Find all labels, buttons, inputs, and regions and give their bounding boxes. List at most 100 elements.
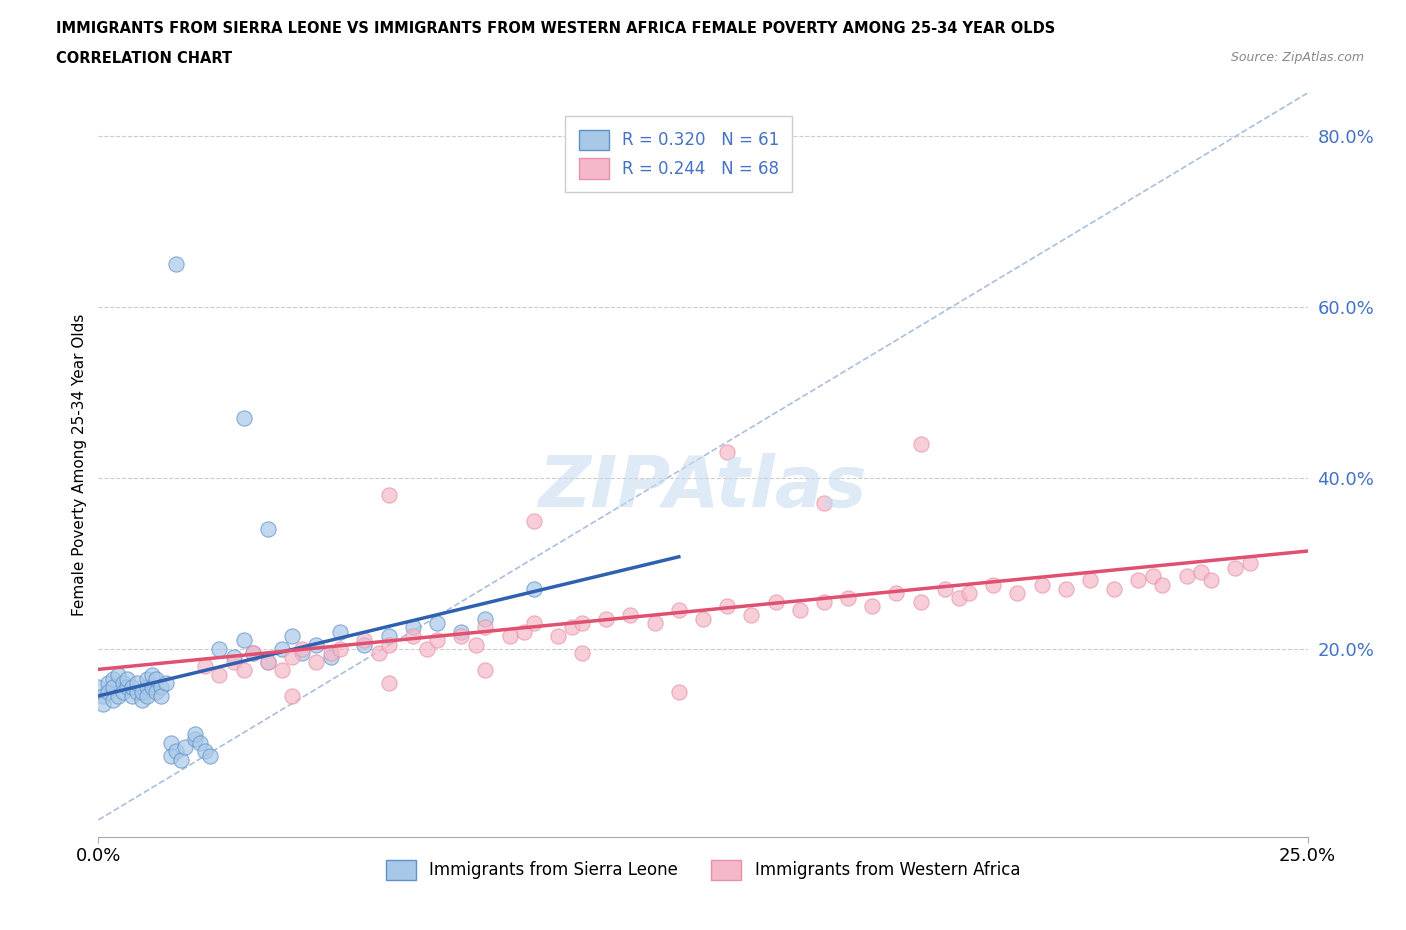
Point	[91, 688, 114, 703]
Point	[165, 257, 187, 272]
Point	[377, 675, 399, 690]
Point	[222, 654, 245, 669]
Point	[910, 436, 932, 451]
Point	[135, 680, 157, 695]
Point	[668, 684, 690, 699]
Point	[97, 684, 120, 699]
Point	[184, 727, 207, 742]
Point	[101, 693, 124, 708]
Point	[692, 612, 714, 627]
Point	[377, 629, 399, 644]
Point	[194, 658, 217, 673]
Point	[464, 637, 486, 652]
Point	[131, 693, 153, 708]
Point	[1102, 581, 1125, 596]
Point	[837, 591, 859, 605]
Point	[141, 667, 163, 682]
Point	[160, 749, 183, 764]
Text: IMMIGRANTS FROM SIERRA LEONE VS IMMIGRANTS FROM WESTERN AFRICA FEMALE POVERTY AM: IMMIGRANTS FROM SIERRA LEONE VS IMMIGRAN…	[56, 21, 1056, 36]
Point	[813, 496, 835, 511]
Point	[101, 680, 124, 695]
Point	[97, 675, 120, 690]
Point	[135, 688, 157, 703]
Point	[377, 487, 399, 502]
Point	[513, 624, 536, 639]
Point	[101, 671, 124, 686]
Point	[135, 671, 157, 686]
Point	[474, 612, 496, 627]
Point	[561, 620, 583, 635]
Point	[155, 675, 177, 690]
Point	[184, 731, 207, 746]
Point	[188, 736, 211, 751]
Point	[644, 616, 666, 631]
Point	[131, 684, 153, 699]
Point	[169, 752, 191, 767]
Point	[981, 578, 1004, 592]
Point	[368, 645, 391, 660]
Point	[271, 663, 294, 678]
Point	[1054, 581, 1077, 596]
Point	[91, 697, 114, 711]
Point	[450, 624, 472, 639]
Point	[1152, 578, 1174, 592]
Point	[290, 642, 312, 657]
Point	[1189, 565, 1212, 579]
Point	[1031, 578, 1053, 592]
Point	[474, 663, 496, 678]
Point	[934, 581, 956, 596]
Point	[523, 581, 546, 596]
Point	[860, 599, 883, 614]
Point	[571, 645, 593, 660]
Point	[498, 629, 520, 644]
Point	[198, 749, 221, 764]
Point	[121, 688, 143, 703]
Point	[523, 513, 546, 528]
Point	[416, 642, 439, 657]
Point	[281, 688, 304, 703]
Text: ZIPAtlas: ZIPAtlas	[538, 453, 868, 522]
Point	[150, 680, 173, 695]
Point	[1199, 573, 1222, 588]
Point	[208, 667, 231, 682]
Point	[402, 629, 425, 644]
Point	[547, 629, 569, 644]
Point	[281, 650, 304, 665]
Point	[450, 629, 472, 644]
Point	[319, 645, 342, 660]
Y-axis label: Female Poverty Among 25-34 Year Olds: Female Poverty Among 25-34 Year Olds	[72, 313, 87, 617]
Point	[87, 680, 110, 695]
Point	[165, 744, 187, 759]
Point	[174, 739, 197, 754]
Point	[716, 599, 738, 614]
Point	[256, 654, 278, 669]
Point	[595, 612, 617, 627]
Point	[619, 607, 641, 622]
Text: Source: ZipAtlas.com: Source: ZipAtlas.com	[1230, 51, 1364, 64]
Point	[377, 637, 399, 652]
Point	[571, 616, 593, 631]
Text: CORRELATION CHART: CORRELATION CHART	[56, 51, 232, 66]
Point	[242, 645, 264, 660]
Point	[740, 607, 762, 622]
Point	[426, 633, 449, 648]
Point	[765, 594, 787, 609]
Point	[1142, 569, 1164, 584]
Point	[1223, 560, 1246, 575]
Point	[111, 675, 134, 690]
Point	[208, 642, 231, 657]
Point	[290, 645, 312, 660]
Point	[402, 620, 425, 635]
Point	[150, 688, 173, 703]
Point	[107, 667, 129, 682]
Point	[305, 637, 328, 652]
Point	[111, 684, 134, 699]
Point	[426, 616, 449, 631]
Point	[1239, 556, 1261, 571]
Point	[668, 603, 690, 618]
Point	[886, 586, 908, 601]
Point	[789, 603, 811, 618]
Point	[910, 594, 932, 609]
Point	[271, 642, 294, 657]
Point	[329, 624, 352, 639]
